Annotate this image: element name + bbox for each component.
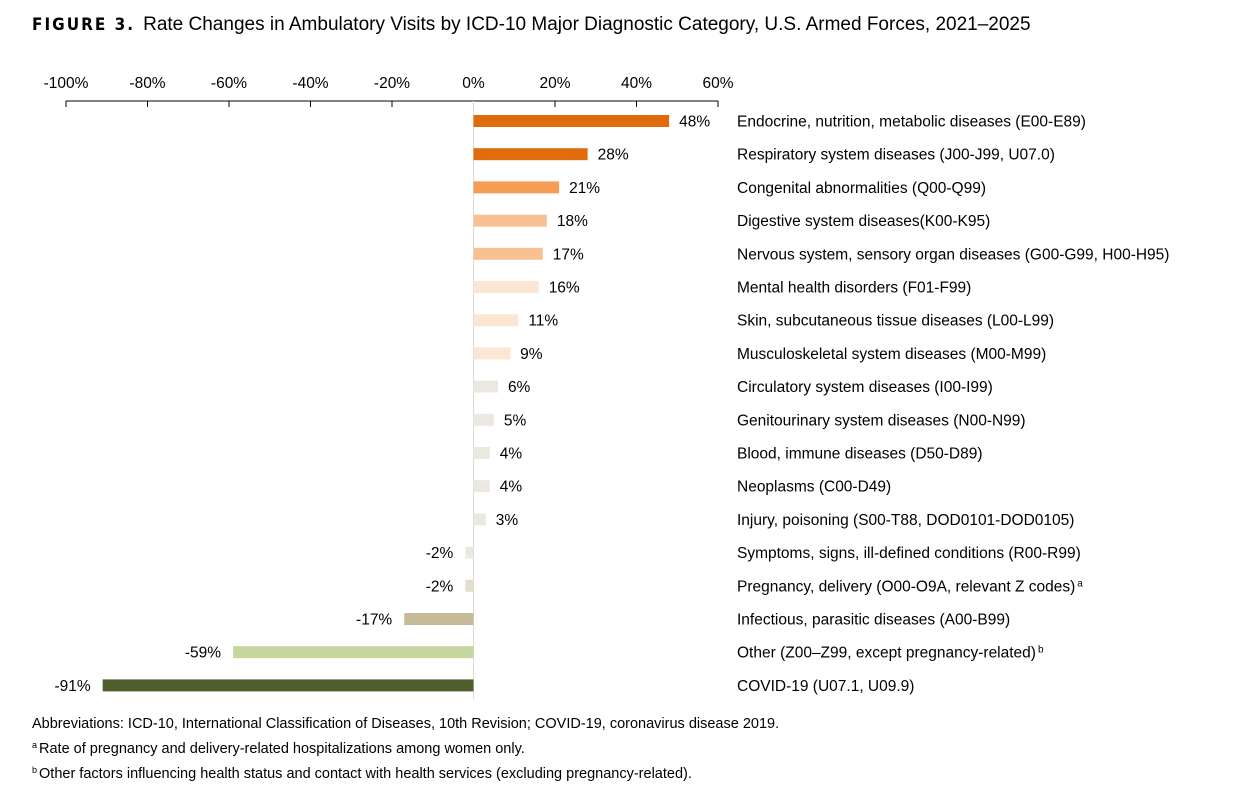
bar [473,247,543,260]
bar [473,314,519,327]
category-label-text: Pregnancy, delivery (O00-O9A, relevant Z… [737,578,1075,595]
bar [473,413,494,426]
value-label: 16% [549,280,580,297]
bar [473,480,490,493]
category-label: Injury, poisoning (S00-T88, DOD0101-DOD0… [737,512,1074,529]
category-label: Respiratory system diseases (J00-J99, U0… [737,147,1055,164]
value-label: -59% [185,645,221,662]
category-label-text: Other (Z00–Z99, except pregnancy-related… [737,645,1036,662]
figure-title-text: Rate Changes in Ambulatory Visits by ICD… [143,14,1031,35]
category-label-text: Injury, poisoning (S00-T88, DOD0101-DOD0… [737,512,1074,529]
bar [473,347,511,360]
category-label-text: Genitourinary system diseases (N00-N99) [737,412,1026,429]
category-label: Musculoskeletal system diseases (M00-M99… [737,346,1046,363]
category-label: Digestive system diseases(K00-K95) [737,213,990,230]
category-label: Blood, immune diseases (D50-D89) [737,446,983,463]
category-label-text: Respiratory system diseases (J00-J99, U0… [737,147,1055,164]
category-label-text: Symptoms, signs, ill-defined conditions … [737,545,1081,562]
bar-chart: -100% -80% -60% -40% -20% 0% 20% 40% 60% 48% Endo… [44,75,1169,700]
category-label: Genitourinary system diseases (N00-N99) [737,412,1026,429]
category-label: Congenital abnormalities (Q00-Q99) [737,180,986,197]
x-tick-label: 0% [462,75,485,92]
value-label: 4% [500,479,523,496]
category-label-text: Congenital abnormalities (Q00-Q99) [737,180,986,197]
bar [473,115,670,127]
footnote-b-mark: b [32,765,38,775]
x-tick-label: 20% [539,75,570,92]
bar [465,579,474,592]
category-label-text: Musculoskeletal system diseases (M00-M99… [737,346,1046,363]
category-label: COVID-19 (U07.1, U09.9) [737,678,914,695]
bar [473,181,560,194]
x-axis: -100% -80% -60% -40% -20% 0% 20% 40% 60% [44,75,734,700]
x-tick-label: -60% [211,75,247,92]
category-label-text: Circulatory system diseases (I00-I99) [737,379,993,396]
x-tick-label: -40% [292,75,328,92]
bar [102,679,474,692]
category-label-text: Skin, subcutaneous tissue diseases (L00-… [737,313,1054,330]
category-label: Skin, subcutaneous tissue diseases (L00-… [737,313,1054,330]
x-tick-label: 60% [702,75,733,92]
x-tick-label: 40% [621,75,652,92]
category-label: Infectious, parasitic diseases (A00-B99) [737,612,1010,629]
value-label: 18% [557,213,588,230]
value-label: 17% [553,246,584,263]
bar [233,646,474,659]
footnote-b: b Other factors influencing health status… [32,760,779,785]
category-label-text: Blood, immune diseases (D50-D89) [737,446,983,463]
value-label: 9% [520,346,543,363]
value-label: -2% [426,578,454,595]
footnote-a: a Rate of pregnancy and delivery-related … [32,735,779,760]
value-label: -2% [426,545,454,562]
bar [473,281,539,293]
value-label: 4% [500,446,523,463]
bar [465,546,474,559]
value-label: 5% [504,412,527,429]
value-label: 3% [496,512,519,529]
category-label-text: COVID-19 (U07.1, U09.9) [737,678,914,695]
category-label-text: Nervous system, sensory organ diseases (… [737,246,1169,263]
footnote-a-mark: a [32,740,38,750]
category-label: Mental health disorders (F01-F99) [737,280,971,297]
category-label-text: Neoplasms (C00-D49) [737,479,891,496]
category-label: Symptoms, signs, ill-defined conditions … [737,545,1081,562]
value-label: 11% [528,313,558,330]
figure-title: FIGURE 3. Rate Changes in Ambulatory Visi… [32,14,1031,36]
value-label: 21% [569,180,600,197]
category-label: Neoplasms (C00-D49) [737,479,891,496]
category-label: Pregnancy, delivery (O00-O9A, relevant Z… [737,578,1083,595]
category-label: Circulatory system diseases (I00-I99) [737,379,993,396]
bar [473,148,588,161]
category-label-text: Endocrine, nutrition, metabolic diseases… [737,114,1086,131]
bar [473,380,498,393]
category-label-text: Mental health disorders (F01-F99) [737,280,971,297]
bars [102,115,670,692]
figure-label: FIGURE 3. [32,15,136,35]
value-label: -91% [54,678,90,695]
x-tick-label: -100% [44,75,89,92]
category-label: Endocrine, nutrition, metabolic diseases… [737,114,1086,131]
abbreviations-note: Abbreviations: ICD-10, International Cla… [32,716,780,732]
footnotes: Abbreviations: ICD-10, International Cla… [32,714,779,785]
category-label-text: Infectious, parasitic diseases (A00-B99) [737,612,1010,629]
value-label: -17% [356,612,392,629]
value-label: 28% [598,147,629,164]
category-footnote-mark: a [1077,578,1083,589]
value-label: 6% [508,379,531,396]
category-footnote-mark: b [1038,645,1044,656]
bar [404,613,474,625]
category-label: Nervous system, sensory organ diseases (… [737,246,1169,263]
bar [473,214,547,227]
x-tick-label: -20% [374,75,410,92]
category-label-text: Digestive system diseases(K00-K95) [737,213,990,230]
bar [473,513,486,526]
footnote-a-text: Rate of pregnancy and delivery-related h… [39,741,525,757]
x-tick-label: -80% [129,75,165,92]
value-label: 48% [679,114,710,131]
category-label: Other (Z00–Z99, except pregnancy-related… [737,645,1044,662]
footnote-b-text: Other factors influencing health status … [39,766,692,782]
bar [473,447,490,459]
labels: 48% Endocrine, nutrition, metabolic disea… [54,114,1169,695]
